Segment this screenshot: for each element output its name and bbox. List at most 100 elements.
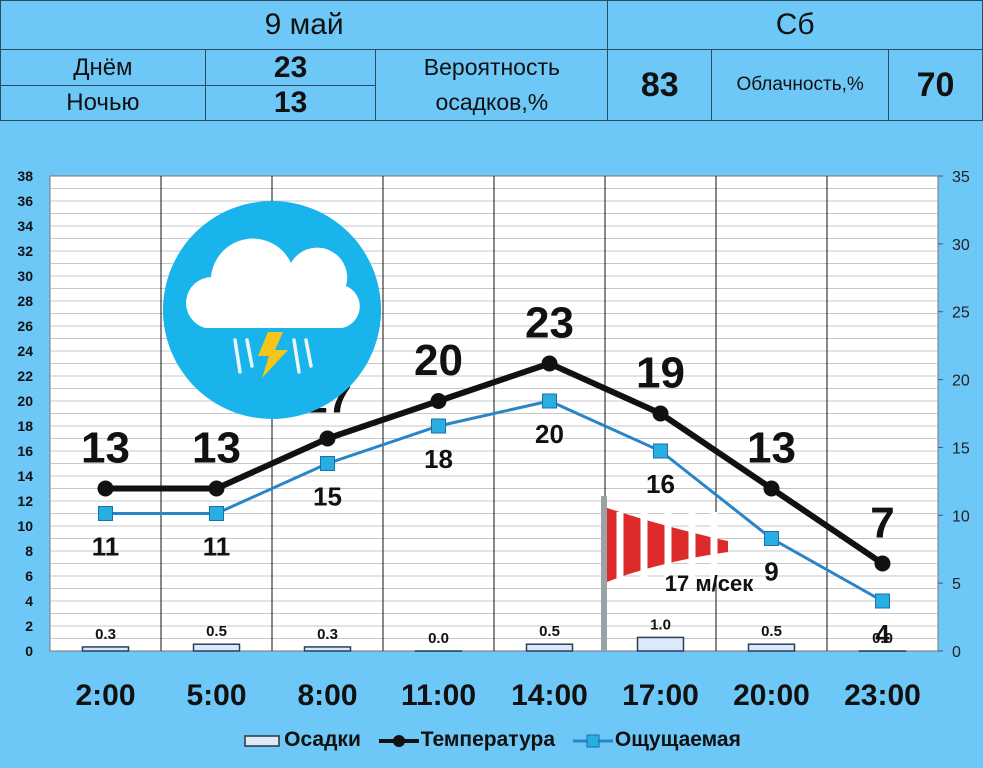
precipitation-bar — [747, 643, 796, 652]
right-axis-tick: 10 — [952, 508, 970, 525]
x-axis-tick: 14:00 — [511, 679, 588, 712]
right-axis-tick: 15 — [952, 440, 970, 457]
temperature-label: 13 — [81, 424, 130, 473]
feels-like-marker — [209, 506, 224, 521]
right-axis-tick: 35 — [952, 169, 970, 186]
precipitation-bar-label: 0.3 — [317, 626, 338, 643]
icon-cloud — [186, 238, 360, 328]
right-axis-tick: 25 — [952, 305, 970, 322]
left-axis-tick: 36 — [17, 193, 33, 209]
temperature-marker — [208, 480, 225, 497]
feels-like-marker — [875, 593, 890, 609]
left-axis-tick: 4 — [25, 593, 33, 609]
temperature-label: 19 — [636, 349, 685, 398]
day-label: Днём — [0, 49, 206, 86]
windsock-icon — [601, 496, 728, 651]
date-label: 9 май — [0, 0, 609, 50]
precipitation-bar — [81, 646, 130, 652]
x-axis-tick: 17:00 — [622, 679, 699, 712]
icon-rain-drop — [245, 338, 254, 368]
left-axis-tick: 12 — [17, 493, 33, 509]
icon-rain-drop — [292, 338, 301, 374]
temperature-marker — [430, 393, 447, 409]
feels-like-label: 18 — [424, 444, 453, 474]
temperature-marker — [541, 355, 558, 372]
temperature-marker — [97, 480, 114, 497]
legend-feels-like-swatch — [572, 734, 613, 748]
right-axis-tick: 30 — [952, 237, 970, 254]
right-axis-tick: 0 — [952, 644, 961, 661]
cloudiness-label: Облачность,% — [711, 49, 890, 121]
feels-like-marker — [431, 418, 446, 434]
icon-rain-drop — [233, 338, 242, 374]
header-table: 9 май Сб Днём 23 Вероятность осадков,% 8… — [0, 0, 983, 121]
left-axis-tick: 34 — [17, 218, 33, 234]
legend-precipitation-swatch — [244, 735, 280, 747]
left-axis-tick: 22 — [17, 368, 33, 384]
legend-temperature-swatch — [378, 734, 419, 747]
precipitation-bar-label: 1.0 — [650, 616, 671, 633]
left-axis-tick: 6 — [25, 568, 33, 584]
weekday-label: Сб — [607, 0, 983, 50]
x-axis-tick: 5:00 — [186, 679, 246, 712]
precip-prob-label-line2: осадков,% — [435, 89, 549, 115]
left-axis-tick: 28 — [17, 293, 33, 309]
x-axis-tick: 11:00 — [401, 679, 476, 712]
feels-like-marker — [542, 393, 557, 409]
left-axis-tick: 8 — [25, 543, 33, 559]
legend-feels-like: Ощущаемая — [572, 728, 741, 752]
x-axis-tick: 2:00 — [75, 679, 135, 712]
legend-feels-like-label: Ощущаемая — [614, 728, 741, 752]
temperature-marker — [319, 430, 336, 447]
left-axis-tick: 2 — [25, 618, 33, 634]
feels-like-label: 9 — [764, 557, 778, 587]
cloudiness-value: 70 — [888, 49, 983, 121]
left-axis-tick: 24 — [17, 343, 33, 359]
feels-like-label: 15 — [313, 482, 342, 512]
feels-like-label: 20 — [535, 419, 564, 449]
left-axis-tick: 30 — [17, 268, 33, 284]
temperature-line — [105, 360, 885, 566]
temperature-label: 20 — [414, 336, 463, 385]
feels-like-marker — [653, 443, 668, 459]
precipitation-bar-label: 0.3 — [95, 626, 116, 643]
precipitation-bar-label: 0.5 — [206, 623, 227, 640]
precipitation-bar-label: 0.0 — [428, 630, 449, 647]
left-axis-tick: 0 — [25, 643, 33, 659]
temperature-marker — [874, 555, 891, 572]
feels-like-label: 4 — [875, 619, 890, 649]
left-axis-tick: 16 — [17, 443, 33, 459]
wind-speed-label: 17 м/сек — [665, 571, 754, 596]
left-axis-tick: 32 — [17, 243, 33, 259]
temperature-label: 13 — [747, 424, 796, 473]
precipitation-bar — [636, 636, 685, 652]
precip-prob-label: Вероятность осадков,% — [375, 49, 609, 121]
left-axis-tick: 10 — [17, 518, 33, 534]
temperature-marker — [763, 480, 780, 497]
weather-chart: 0246810121416182022242628303234363805101… — [17, 168, 970, 712]
precipitation-bar — [525, 643, 574, 652]
legend-temperature: Температура — [378, 728, 555, 752]
feels-like-marker — [98, 506, 113, 521]
left-axis-tick: 14 — [17, 468, 33, 484]
x-axis-tick: 8:00 — [297, 679, 357, 712]
temperature-label: 13 — [192, 424, 241, 473]
feels-like-label: 16 — [646, 469, 675, 499]
night-label: Ночью — [0, 85, 206, 121]
legend-precipitation: Осадки — [242, 728, 361, 752]
feels-like-line — [105, 399, 884, 603]
cloud-thunderstorm-rain-icon — [163, 201, 381, 419]
x-axis-tick: 20:00 — [733, 679, 810, 712]
temperature-label: 23 — [525, 299, 574, 348]
chart-legend: Осадки Температура Ощущаемая — [0, 728, 983, 752]
feels-like-label: 11 — [203, 532, 231, 562]
icon-rain-drop — [304, 338, 313, 368]
left-axis-tick: 38 — [17, 168, 33, 184]
precip-prob-label-line1: Вероятность — [423, 54, 560, 80]
precipitation-bar-label: 0.5 — [761, 623, 782, 640]
left-axis-tick: 18 — [17, 418, 33, 434]
precip-prob-value: 83 — [607, 49, 713, 121]
legend-precipitation-label: Осадки — [284, 728, 361, 752]
feels-like-label: 11 — [92, 532, 120, 562]
feels-like-marker — [320, 456, 335, 471]
